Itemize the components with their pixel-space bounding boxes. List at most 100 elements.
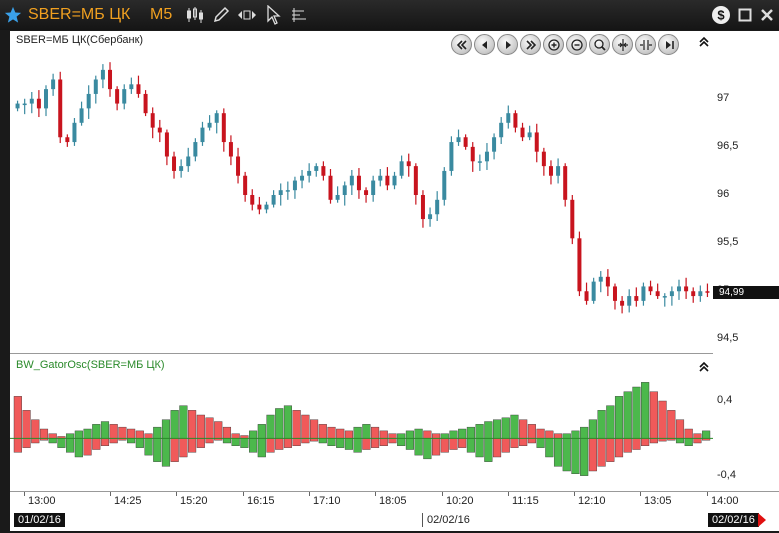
gator-lower-bar — [440, 438, 449, 453]
time-tick-label: 12:10 — [578, 495, 606, 507]
chart-settings-icon[interactable] — [288, 0, 310, 30]
gator-lower-bar — [318, 438, 327, 444]
gator-upper-bar — [362, 424, 371, 439]
zoom-out-icon[interactable] — [566, 34, 587, 55]
candle — [513, 110, 518, 133]
gator-lower-bar — [405, 438, 414, 450]
gator-lower-bar — [135, 438, 144, 448]
scroll-right-arrow-icon[interactable] — [758, 513, 766, 527]
chart-controls — [451, 34, 679, 55]
gator-upper-bar — [553, 433, 563, 439]
gator-upper-bar — [214, 421, 223, 439]
cursor-icon[interactable] — [262, 0, 284, 30]
gator-upper-bar — [22, 410, 31, 439]
gator-upper-bar — [266, 414, 275, 439]
time-tick-label: 14:25 — [114, 495, 142, 507]
gator-upper-bar — [562, 433, 571, 439]
zoom-fit-icon[interactable] — [236, 0, 258, 30]
left-gutter — [0, 31, 10, 531]
gator-lower-bar — [588, 438, 597, 472]
gator-upper-bar — [196, 414, 205, 439]
gator-upper-bar — [257, 424, 266, 439]
dollar-icon[interactable]: $ — [710, 0, 732, 30]
gator-lower-bar — [379, 438, 388, 447]
gator-upper-bar — [109, 424, 118, 439]
gator-upper-bar — [327, 426, 336, 439]
osc-tick-label: -0,4 — [717, 468, 736, 481]
timeframe-title[interactable]: M5 — [150, 6, 173, 23]
price-tick-label: 94,5 — [717, 332, 739, 345]
candle — [435, 191, 440, 221]
gator-upper-bar — [249, 430, 258, 439]
gator-lower-bar — [536, 438, 545, 448]
scroll-end-icon[interactable] — [520, 34, 541, 55]
candle — [250, 189, 255, 211]
gator-lower-bar — [170, 438, 179, 462]
time-axis[interactable]: 13:00 14:25 15:20 16:15 17:10 18:05 10:20 11:15… — [10, 491, 779, 511]
candle — [399, 155, 404, 179]
candle — [669, 286, 674, 306]
minimize-icon[interactable] — [734, 0, 756, 30]
candle — [584, 282, 589, 305]
compress-icon[interactable] — [612, 34, 633, 55]
gator-upper-bar — [667, 410, 676, 439]
pencil-icon[interactable] — [210, 0, 232, 30]
gator-upper-bar — [458, 428, 467, 439]
scroll-left-icon[interactable] — [474, 34, 495, 55]
gator-lower-bar — [466, 438, 475, 453]
candle — [136, 75, 141, 98]
gator-upper-bar — [379, 430, 388, 439]
candle — [243, 171, 248, 202]
gator-upper-bar — [527, 424, 536, 439]
gator-lower-bar — [161, 438, 171, 467]
gator-upper-bar — [275, 408, 284, 439]
gator-lower-bar — [510, 438, 519, 448]
scroll-start-icon[interactable] — [451, 34, 472, 55]
candle — [541, 147, 546, 176]
gator-lower-bar — [571, 438, 580, 475]
collapse-price-icon[interactable] — [698, 36, 710, 48]
time-tick-label: 11:15 — [512, 495, 539, 507]
gator-upper-bar — [83, 428, 92, 439]
candles-icon[interactable] — [184, 0, 206, 30]
candle — [214, 110, 219, 134]
gator-lower-bar — [527, 438, 536, 444]
chart-plot-area[interactable]: SBER=МБ ЦК(Сбербанк) BW_GatorOsc(SBER=МБ… — [10, 31, 713, 491]
candle — [143, 90, 148, 117]
gator-lower-bar — [48, 438, 57, 444]
candle — [172, 151, 177, 179]
candle — [129, 77, 134, 94]
scroll-right-icon[interactable] — [497, 34, 518, 55]
expand-icon[interactable] — [635, 34, 656, 55]
gator-upper-bar — [702, 430, 711, 439]
gator-lower-bar — [693, 438, 702, 444]
gator-upper-bar — [588, 419, 597, 439]
candle — [598, 271, 603, 293]
gator-lower-bar — [109, 438, 118, 444]
oscillator-panel[interactable]: BW_GatorOsc(SBER=МБ ЦК) — [10, 355, 713, 491]
gator-lower-bar — [344, 438, 353, 450]
candle — [449, 136, 454, 176]
gator-upper-bar — [597, 410, 606, 439]
gator-lower-bar — [458, 438, 467, 448]
favorite-star-icon[interactable] — [2, 0, 24, 30]
gator-upper-bar — [92, 424, 101, 439]
close-icon[interactable] — [756, 0, 778, 30]
gator-histogram — [10, 382, 713, 476]
candle — [385, 167, 390, 191]
zoom-in-icon[interactable] — [543, 34, 564, 55]
to-last-bar-icon[interactable] — [658, 34, 679, 55]
symbol-title[interactable]: SBER=МБ ЦК — [28, 6, 131, 23]
gator-lower-bar — [240, 438, 249, 448]
candle — [285, 181, 290, 200]
price-panel[interactable]: SBER=МБ ЦК(Сбербанк) — [10, 31, 713, 354]
gator-upper-bar — [606, 405, 615, 439]
candle — [662, 293, 667, 307]
collapse-osc-icon[interactable] — [698, 361, 710, 373]
gator-lower-bar — [205, 438, 214, 444]
zoom-fit-icon[interactable] — [589, 34, 610, 55]
gator-upper-bar — [13, 396, 22, 439]
gator-upper-bar — [571, 430, 580, 439]
gator-lower-bar — [649, 438, 658, 444]
